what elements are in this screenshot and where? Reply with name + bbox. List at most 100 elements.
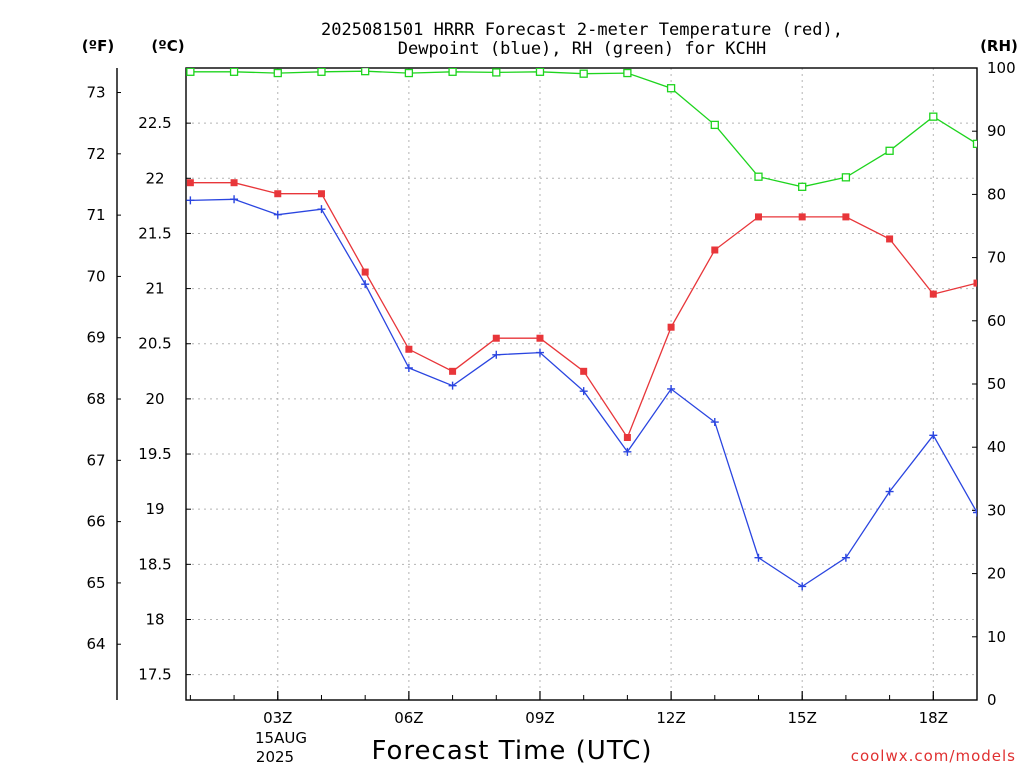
dewpoint-point	[929, 431, 938, 440]
x-axis-title: Forecast Time (UTC)	[371, 736, 652, 766]
plot-frame	[185, 67, 978, 701]
rh-tick-label: 70	[987, 249, 1006, 267]
temperature-point	[798, 213, 806, 221]
x-tick-label: 15Z	[788, 709, 817, 727]
celsius-tick-label: 19.5	[138, 445, 171, 463]
x-tick-label: 12Z	[656, 709, 685, 727]
rh-point	[754, 172, 763, 181]
dewpoint-point	[798, 582, 807, 591]
rh-point	[972, 139, 977, 148]
dewpoint-point	[623, 447, 632, 456]
rh-series	[186, 68, 977, 191]
dewpoint-point	[754, 553, 763, 562]
temperature-point	[886, 235, 894, 243]
fahrenheit-tick-label: 71	[86, 206, 105, 224]
dewpoint-point	[317, 205, 326, 214]
series-layer	[186, 68, 977, 591]
celsius-tick-label: 20.5	[138, 335, 171, 353]
x-tick-label: 18Z	[919, 709, 948, 727]
rh-point	[535, 68, 545, 76]
celsius-tick-label: 18	[145, 610, 164, 628]
rh-tick-label: 0	[987, 691, 997, 709]
rh-axis: 0 10 20 30 40 50 60 70 80 90 100	[972, 59, 1016, 709]
dewpoint-point	[230, 195, 239, 204]
temperature-point	[973, 279, 977, 287]
dewpoint-point	[361, 280, 370, 289]
rh-unit-label: (RH)	[980, 37, 1018, 55]
fahrenheit-tick-label: 66	[86, 513, 105, 531]
celsius-unit-label: (ºC)	[151, 37, 184, 55]
celsius-tick-label: 17.5	[138, 666, 171, 684]
credit-link[interactable]: coolwx.com/models	[851, 747, 1016, 765]
temperature-point	[186, 179, 194, 187]
fahrenheit-tick-label: 67	[86, 451, 105, 469]
fahrenheit-tick-label: 64	[86, 635, 105, 653]
dewpoint-point	[448, 381, 457, 390]
celsius-tick-label: 22	[145, 169, 164, 187]
dewpoint-series	[186, 195, 977, 591]
temperature-point	[842, 213, 850, 221]
temperature-point	[274, 190, 282, 198]
temperature-point	[492, 334, 500, 342]
temperature-point	[317, 190, 325, 198]
rh-point	[492, 68, 501, 77]
temperature-series	[186, 179, 977, 441]
temperature-point	[405, 345, 413, 353]
rh-point	[448, 68, 457, 76]
dewpoint-point	[841, 553, 850, 562]
celsius-axis: 17.5 18 18.5 19 19.5 20 20.5 21 21.5 22 22.5	[138, 114, 191, 684]
temperature-point	[449, 367, 457, 375]
temperature-point	[536, 334, 544, 342]
rh-tick-label: 100	[987, 59, 1016, 77]
temperature-point	[711, 246, 719, 254]
rh-point	[841, 173, 851, 182]
rh-point	[623, 68, 632, 78]
fahrenheit-tick-label: 69	[86, 329, 105, 347]
rh-point	[361, 68, 370, 76]
fahrenheit-tick-label: 68	[86, 390, 105, 408]
fahrenheit-tick-label: 72	[86, 145, 105, 163]
rh-tick-label: 90	[987, 122, 1006, 140]
temperature-point	[754, 213, 762, 221]
dewpoint-point	[273, 210, 282, 219]
celsius-tick-label: 21	[145, 280, 164, 298]
fahrenheit-unit-label: (ºF)	[82, 37, 114, 55]
dewpoint-point	[973, 508, 977, 517]
dewpoint-point	[535, 348, 544, 357]
grid-lines	[186, 68, 977, 700]
rh-tick-label: 20	[987, 565, 1006, 583]
rh-tick-label: 60	[987, 312, 1006, 330]
date-label-year: 2025	[256, 748, 294, 766]
x-tick-label: 03Z	[263, 709, 292, 727]
date-label-day: 15AUG	[255, 729, 307, 747]
dewpoint-point	[667, 384, 676, 393]
celsius-tick-label: 22.5	[138, 114, 171, 132]
dewpoint-point	[710, 418, 719, 427]
celsius-tick-label: 19	[145, 500, 164, 518]
rh-point	[317, 68, 326, 76]
chart-title-line1: 2025081501 HRRR Forecast 2-meter Tempera…	[321, 20, 843, 40]
fahrenheit-tick-label: 73	[86, 84, 105, 102]
dewpoint-point	[885, 487, 894, 496]
x-tick-label: 06Z	[394, 709, 423, 727]
rh-tick-label: 40	[987, 438, 1006, 456]
celsius-tick-label: 21.5	[138, 224, 171, 242]
fahrenheit-axis: 64 65 66 67 68 69 70 71 72 73	[86, 84, 121, 653]
rh-point	[929, 112, 938, 121]
rh-point	[798, 182, 807, 191]
temperature-point	[580, 367, 588, 375]
rh-line	[190, 70, 977, 188]
rh-point	[229, 68, 239, 76]
temperature-point	[623, 433, 631, 441]
rh-tick-label: 50	[987, 375, 1006, 393]
rh-point	[273, 68, 282, 78]
temperature-point	[230, 179, 238, 187]
x-tick-label: 09Z	[525, 709, 554, 727]
fahrenheit-tick-label: 70	[86, 267, 105, 285]
rh-tick-label: 30	[987, 501, 1006, 519]
temperature-point	[929, 290, 937, 298]
rh-point	[186, 68, 195, 76]
rh-point	[710, 120, 719, 130]
rh-point	[579, 69, 588, 78]
